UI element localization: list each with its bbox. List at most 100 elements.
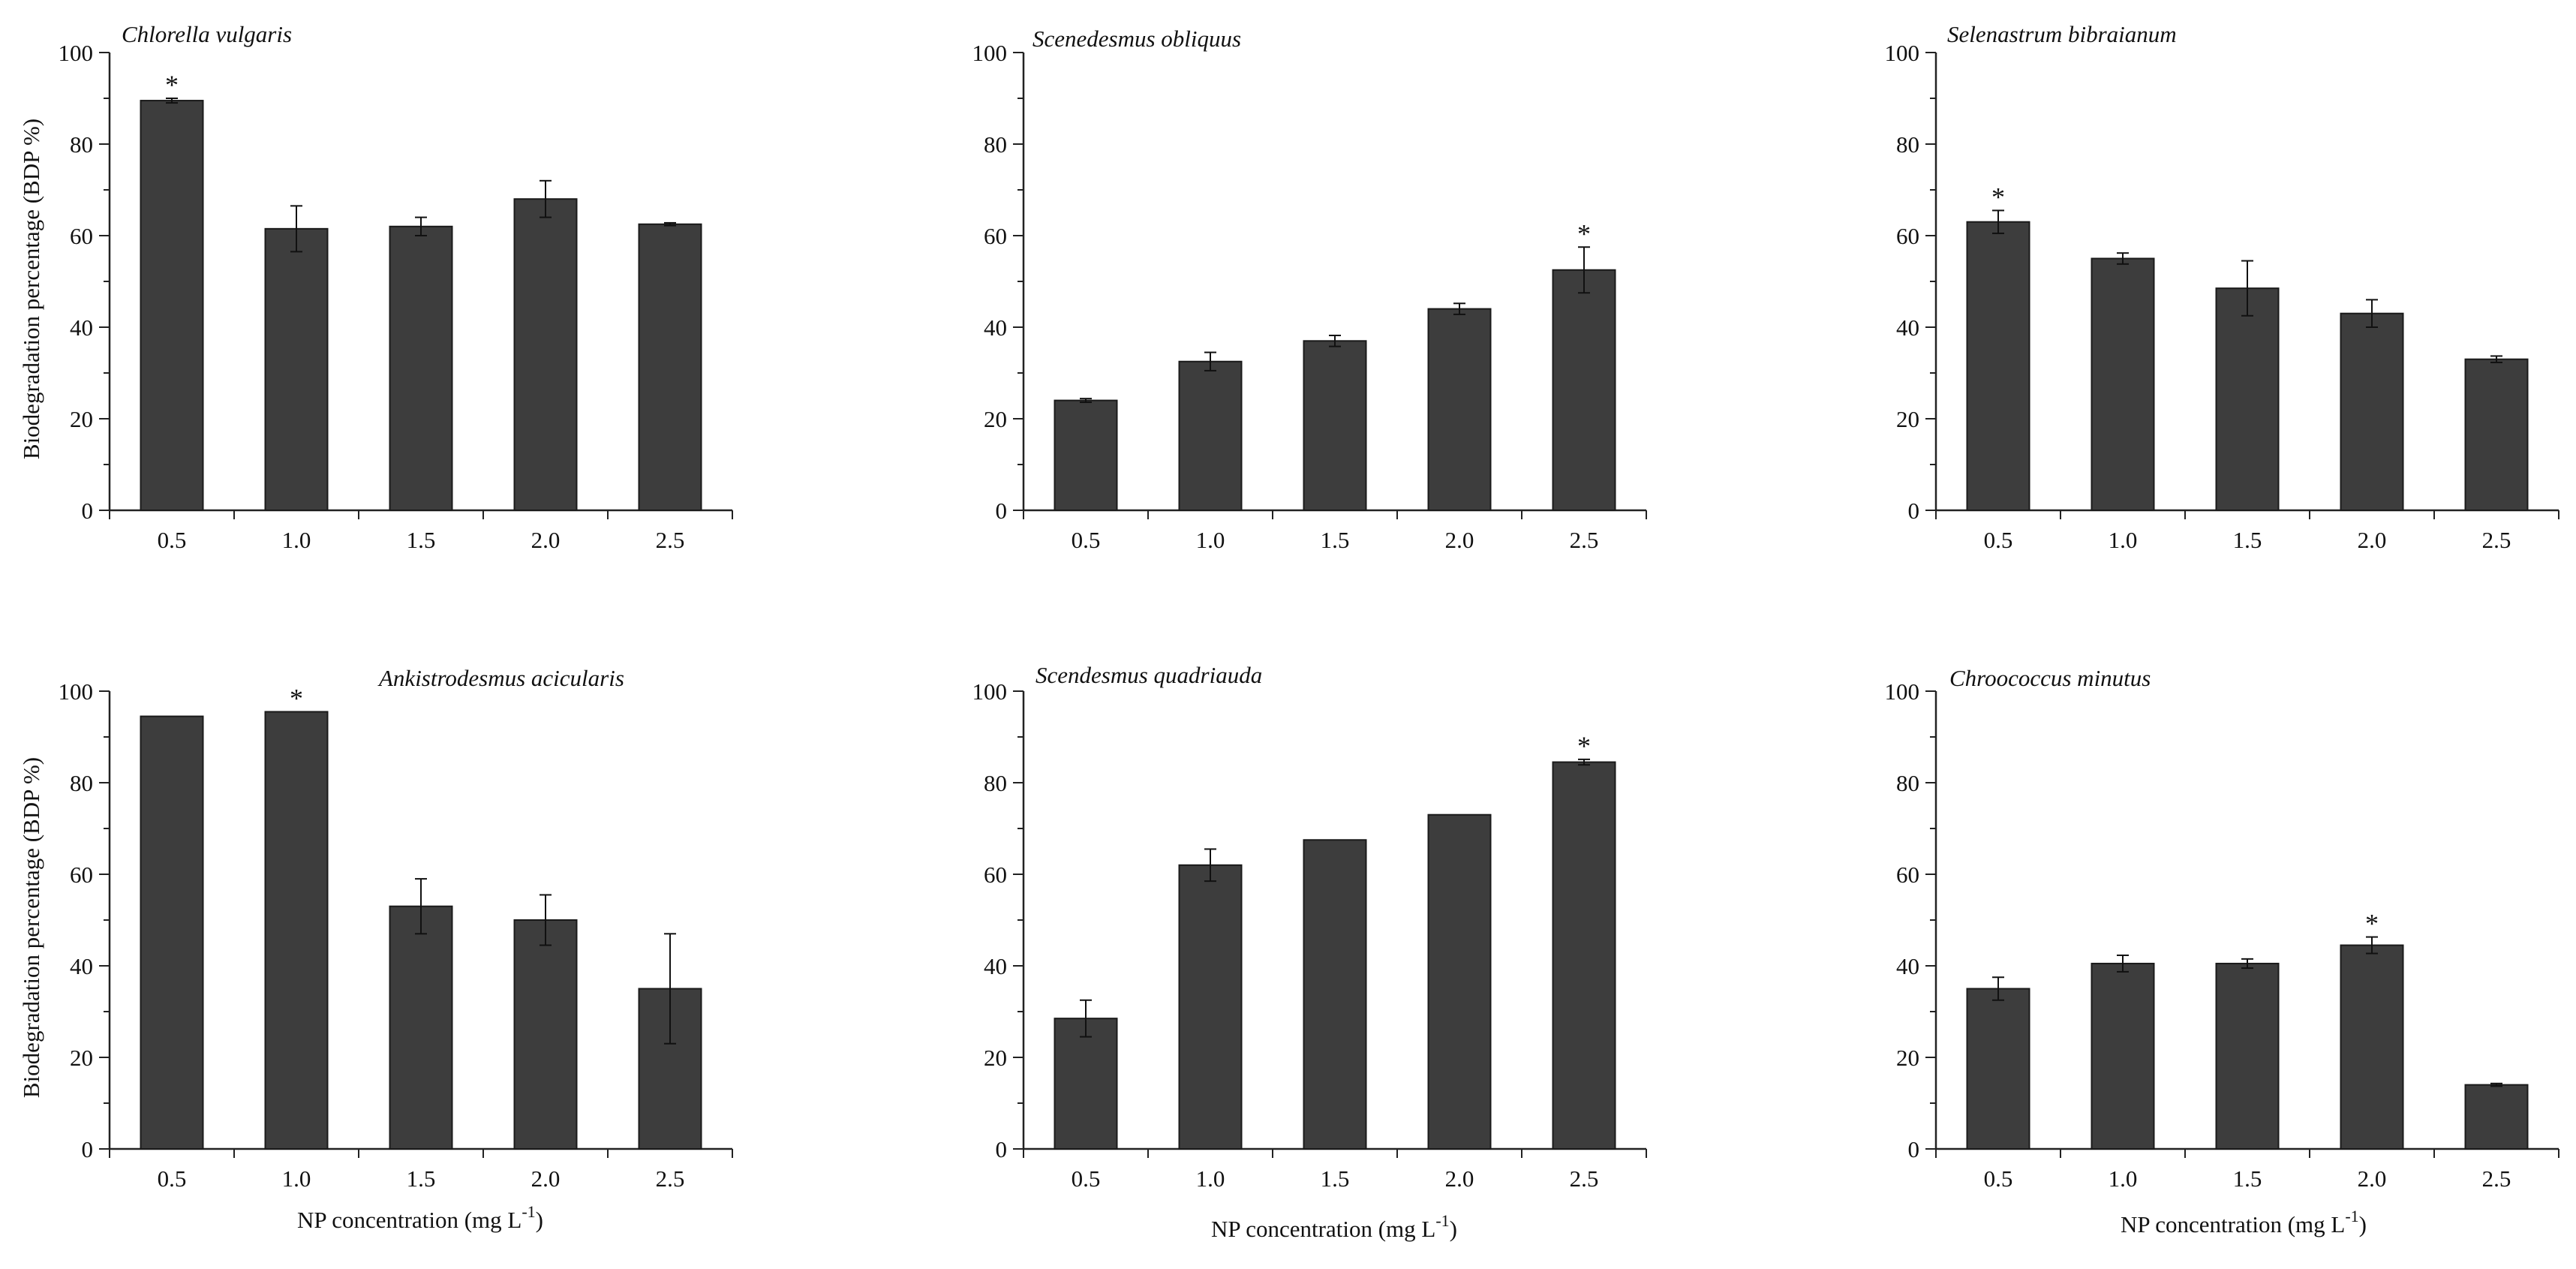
bar	[1303, 340, 1367, 511]
x-tick-label: 1.5	[2233, 527, 2262, 553]
bar	[1054, 1018, 1118, 1150]
x-tick-label: 0.5	[158, 1165, 187, 1192]
chart-panel: 0 20 40 60 80 100 0.5 1.0 1.5 2.0 * 2.5 Scendesmus q…	[972, 662, 1647, 1242]
y-axis-label: Biodegradation percentage (BDP %)	[18, 757, 44, 1098]
bar	[638, 223, 702, 511]
y-tick-label: 0	[1908, 1136, 1920, 1162]
x-tick-label: 0.5	[158, 527, 187, 553]
x-axis-label: NP concentration (mg L-1)	[2121, 1207, 2367, 1237]
bar	[264, 711, 329, 1150]
x-tick-label: 1.0	[2109, 1165, 2138, 1192]
y-tick-label: 60	[70, 862, 93, 888]
x-axis-label: NP concentration (mg L-1)	[1211, 1211, 1457, 1242]
bar	[2091, 257, 2155, 511]
y-tick-label: 40	[984, 314, 1007, 341]
y-tick-label: 100	[59, 678, 94, 705]
y-tick-label: 0	[996, 498, 1008, 524]
bar	[1054, 399, 1118, 511]
x-tick-label: 1.5	[2233, 1165, 2262, 1192]
x-tick-label: 2.0	[531, 527, 561, 553]
y-tick-label: 40	[1896, 314, 1919, 341]
chart-panel: 0 20 40 60 80 100 0.5 1.0 1.5 * 2.0 2.5 Chroococcus …	[1885, 665, 2559, 1237]
bar	[2464, 1084, 2529, 1150]
x-tick-label: 1.5	[1321, 527, 1350, 553]
x-tick-label: 2.5	[1570, 1165, 1599, 1192]
y-tick-label: 40	[984, 953, 1007, 979]
panel-title: Chlorella vulgaris	[122, 21, 292, 47]
x-tick-label: 1.0	[1196, 527, 1225, 553]
x-tick-label: 2.0	[2358, 1165, 2387, 1192]
y-tick-label: 100	[1885, 40, 1920, 66]
x-tick-label: 1.5	[407, 1165, 436, 1192]
chart-panel: 0 20 40 60 80 100 * 0.5 1.0 1.5 2.0 2.5 Chlorella vu…	[18, 21, 733, 553]
y-tick-label: 40	[1896, 953, 1919, 979]
x-tick-label: 2.0	[531, 1165, 561, 1192]
chart-panel: 0 20 40 60 80 100 0.5 * 1.0 1.5 2.0 2.5 Ankistrodesm…	[18, 665, 733, 1233]
x-tick-label: 2.5	[656, 527, 685, 553]
y-tick-label: 100	[59, 40, 94, 66]
x-tick-label: 2.0	[1445, 527, 1474, 553]
bar	[2215, 287, 2280, 511]
bar	[1427, 813, 1492, 1150]
bar	[2464, 358, 2529, 512]
y-tick-label: 20	[1896, 1045, 1919, 1071]
significance-star: *	[2365, 909, 2379, 939]
significance-star: *	[1577, 218, 1591, 248]
panel-title: Scenedesmus obliquus	[1033, 26, 1241, 52]
panel-title: Scendesmus quadriauda	[1036, 662, 1262, 688]
panel-title: Chroococcus minutus	[1949, 665, 2151, 691]
significance-star: *	[290, 683, 303, 713]
x-tick-label: 1.0	[2109, 527, 2138, 553]
y-tick-label: 0	[996, 1136, 1008, 1162]
significance-star: *	[1991, 182, 2005, 212]
y-tick-label: 80	[70, 131, 93, 158]
y-tick-label: 100	[1885, 678, 1920, 705]
y-tick-label: 20	[984, 406, 1007, 432]
y-tick-label: 100	[972, 40, 1008, 66]
x-tick-label: 2.5	[2482, 527, 2511, 553]
y-tick-label: 100	[972, 678, 1008, 705]
bar	[389, 225, 453, 511]
significance-star: *	[1577, 731, 1591, 761]
bar	[1427, 308, 1492, 511]
x-tick-label: 0.5	[1984, 527, 2013, 553]
bar	[389, 905, 453, 1150]
y-tick-label: 60	[1896, 223, 1919, 249]
x-tick-label: 1.0	[1196, 1165, 1225, 1192]
x-tick-label: 0.5	[1072, 1165, 1101, 1192]
y-tick-label: 60	[1896, 862, 1919, 888]
bar	[1966, 988, 2030, 1150]
bar	[140, 100, 204, 512]
bar	[1552, 269, 1616, 511]
bar	[513, 198, 578, 511]
y-tick-label: 80	[1896, 770, 1919, 796]
y-tick-label: 80	[1896, 131, 1919, 158]
bar	[1303, 839, 1367, 1150]
bar	[1178, 864, 1243, 1150]
x-tick-label: 1.5	[1321, 1165, 1350, 1192]
y-tick-label: 40	[70, 953, 93, 979]
bar	[1966, 221, 2030, 511]
panel-title: Ankistrodesmus acicularis	[377, 665, 624, 691]
x-tick-label: 0.5	[1984, 1165, 2013, 1192]
y-tick-label: 20	[70, 406, 93, 432]
y-tick-label: 60	[984, 862, 1007, 888]
y-tick-label: 80	[984, 770, 1007, 796]
y-tick-label: 0	[82, 1136, 94, 1162]
y-tick-label: 60	[70, 223, 93, 249]
x-tick-label: 2.5	[2482, 1165, 2511, 1192]
x-axis-label: NP concentration (mg L-1)	[297, 1202, 543, 1233]
y-tick-label: 20	[70, 1045, 93, 1071]
x-tick-label: 2.5	[656, 1165, 685, 1192]
y-tick-label: 20	[984, 1045, 1007, 1071]
x-tick-label: 2.0	[2358, 527, 2387, 553]
x-tick-label: 1.0	[282, 1165, 311, 1192]
x-tick-label: 2.0	[1445, 1165, 1474, 1192]
y-tick-label: 20	[1896, 406, 1919, 432]
y-tick-label: 80	[984, 131, 1007, 158]
x-tick-label: 0.5	[1072, 527, 1101, 553]
y-tick-label: 0	[1908, 498, 1920, 524]
y-tick-label: 40	[70, 314, 93, 341]
bar	[2091, 962, 2155, 1150]
